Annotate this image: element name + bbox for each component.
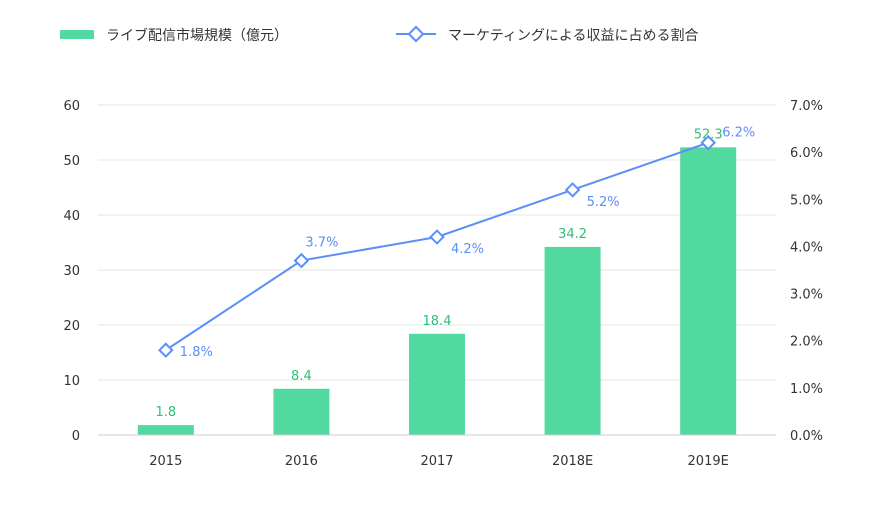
right-axis: 0.0% 1.0% 2.0% 3.0% 4.0% 5.0% 6.0% 7.0% bbox=[790, 99, 823, 444]
left-axis-tick-label: 10 bbox=[63, 374, 80, 389]
x-axis-tick-label: 2016 bbox=[285, 454, 318, 469]
bar-data-label: 8.4 bbox=[291, 369, 312, 384]
bar-series: 1.8 8.4 18.4 34.2 52.3 bbox=[137, 127, 737, 435]
bar bbox=[680, 147, 737, 435]
bar-data-label: 34.2 bbox=[558, 227, 587, 242]
line-point-marker bbox=[700, 134, 716, 151]
left-axis-tick-label: 20 bbox=[63, 319, 80, 334]
left-axis-tick-label: 50 bbox=[63, 154, 80, 169]
bar bbox=[409, 333, 465, 435]
left-axis-tick-label: 0 bbox=[72, 429, 80, 444]
left-axis: 0 10 20 30 40 50 60 bbox=[63, 99, 80, 444]
line-point-marker bbox=[293, 252, 310, 269]
line-series: 1.8% 3.7% 4.2% 5.2% 6.2% bbox=[158, 126, 755, 360]
bar-data-label: 1.8 bbox=[155, 405, 176, 420]
bar bbox=[137, 425, 194, 435]
right-axis-tick-label: 5.0% bbox=[790, 193, 823, 208]
right-axis-tick-label: 3.0% bbox=[790, 288, 823, 303]
line-data-label: 6.2% bbox=[722, 126, 755, 141]
bar-data-label: 18.4 bbox=[423, 314, 452, 329]
left-axis-tick-label: 60 bbox=[63, 99, 80, 114]
bar bbox=[273, 388, 330, 435]
legend-line-marker bbox=[407, 25, 425, 43]
line-data-label: 1.8% bbox=[180, 345, 213, 360]
legend-line-label: マーケティングによる収益に占める割合 bbox=[448, 27, 698, 44]
legend-bar-swatch bbox=[60, 30, 94, 39]
line-point-marker bbox=[158, 342, 174, 358]
line-data-label: 5.2% bbox=[587, 195, 620, 210]
x-axis: 2015 2016 2017 2018E 2019E bbox=[98, 434, 776, 469]
x-axis-tick-label: 2018E bbox=[552, 454, 593, 469]
right-axis-tick-label: 7.0% bbox=[790, 99, 823, 114]
line-point-marker bbox=[564, 182, 581, 198]
right-axis-tick-label: 4.0% bbox=[790, 240, 823, 255]
right-axis-tick-label: 2.0% bbox=[790, 335, 823, 350]
line-data-label: 3.7% bbox=[305, 236, 338, 251]
x-axis-tick-label: 2017 bbox=[420, 454, 453, 469]
left-axis-tick-label: 40 bbox=[63, 209, 80, 224]
left-axis-tick-label: 30 bbox=[63, 264, 80, 279]
right-axis-tick-label: 1.0% bbox=[790, 382, 823, 397]
line-data-label: 4.2% bbox=[451, 242, 484, 257]
legend: ライブ配信市場規模（億元） マーケティングによる収益に占める割合 bbox=[60, 25, 698, 44]
line-point-marker bbox=[429, 229, 445, 245]
x-axis-tick-label: 2019E bbox=[688, 454, 729, 469]
legend-bar-label: ライブ配信市場規模（億元） bbox=[106, 27, 288, 44]
bar bbox=[544, 246, 601, 435]
bar-data-label: 52.3 bbox=[694, 127, 723, 142]
right-axis-tick-label: 6.0% bbox=[790, 146, 823, 161]
right-axis-tick-label: 0.0% bbox=[790, 429, 823, 444]
gridlines bbox=[98, 104, 776, 381]
x-axis-tick-label: 2015 bbox=[149, 454, 182, 469]
